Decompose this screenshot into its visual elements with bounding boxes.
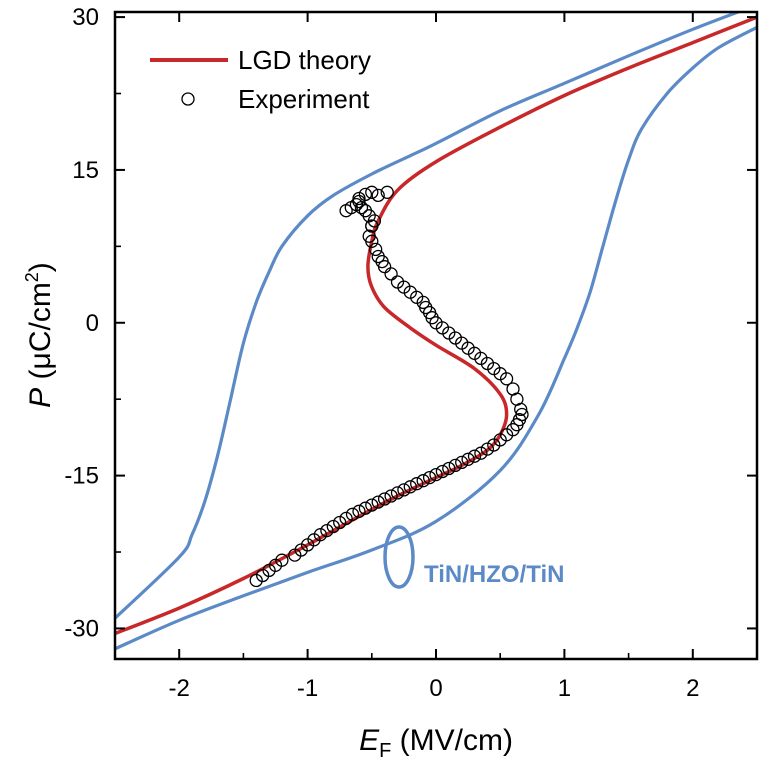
y-tick-label: -15 bbox=[64, 463, 99, 490]
experiment-point bbox=[390, 275, 405, 289]
experiment-point bbox=[358, 204, 373, 218]
y-axis-title: P (μC/cm2) bbox=[22, 262, 57, 408]
x-axis-title: EF (MV/cm) bbox=[359, 724, 513, 762]
hysteresis-upper-branch bbox=[115, 12, 743, 620]
experiment-markers bbox=[249, 185, 529, 588]
x-tick-label: -1 bbox=[297, 675, 318, 702]
experiment-point bbox=[435, 464, 450, 479]
experiment-point bbox=[403, 480, 417, 494]
experiment-point bbox=[369, 242, 383, 257]
experiment-point bbox=[467, 449, 482, 463]
experiment-point bbox=[352, 194, 366, 209]
experiment-point bbox=[371, 495, 385, 509]
experiment-point bbox=[326, 519, 340, 534]
experiment-point bbox=[362, 229, 376, 243]
legend-label-experiment: Experiment bbox=[238, 84, 370, 114]
experiment-point bbox=[358, 501, 373, 515]
y-tick-label: 0 bbox=[86, 310, 99, 337]
x-tick-label: -2 bbox=[169, 675, 190, 702]
legend-swatch-experiment bbox=[181, 92, 195, 106]
experiment-point bbox=[352, 504, 366, 518]
x-tick-label: 2 bbox=[686, 675, 699, 702]
annotation-label: TiN/HZO/TiN bbox=[424, 561, 564, 588]
axis-ticks bbox=[114, 12, 758, 659]
y-tick-label: 30 bbox=[72, 4, 99, 31]
experiment-point bbox=[384, 267, 398, 281]
experiment-point bbox=[461, 452, 475, 466]
x-tick-label: 1 bbox=[558, 675, 571, 702]
experiment-point bbox=[480, 442, 495, 456]
experiment-point bbox=[455, 455, 469, 470]
annotation: TiN/HZO/TiN bbox=[383, 525, 564, 589]
experiment-point bbox=[397, 483, 411, 497]
experiment-point bbox=[515, 407, 529, 422]
experiment-point bbox=[333, 515, 347, 530]
experiment-point bbox=[390, 486, 405, 500]
experiment-point bbox=[380, 185, 394, 199]
experiment-point bbox=[410, 477, 424, 491]
experiment-point bbox=[275, 553, 289, 567]
experiment-point bbox=[371, 249, 385, 264]
experiment-point bbox=[377, 492, 392, 506]
experiment-point bbox=[429, 467, 443, 482]
experiment-point bbox=[365, 498, 379, 512]
experiment-point bbox=[448, 458, 462, 473]
experiment-point bbox=[339, 204, 353, 218]
plot-curves bbox=[115, 12, 757, 651]
y-tick-label: -30 bbox=[64, 615, 99, 642]
experiment-point bbox=[320, 523, 334, 538]
experiment-point bbox=[365, 185, 379, 199]
experiment-point bbox=[352, 191, 366, 206]
x-tick-label: 0 bbox=[429, 675, 442, 702]
experiment-point bbox=[506, 382, 520, 396]
legend: LGD theory Experiment bbox=[150, 45, 371, 114]
experiment-point bbox=[422, 470, 437, 485]
experiment-point bbox=[384, 489, 398, 503]
experiment-point bbox=[442, 461, 456, 476]
experiment-point bbox=[474, 446, 488, 460]
experiment-point bbox=[365, 219, 379, 233]
annotation-ellipse bbox=[383, 525, 415, 589]
theory-curve bbox=[115, 15, 757, 636]
hysteresis-lower-branch bbox=[115, 25, 757, 651]
legend-label-theory: LGD theory bbox=[238, 45, 371, 75]
y-tick-label: 15 bbox=[72, 157, 99, 184]
experiment-point bbox=[345, 507, 360, 521]
experiment-point bbox=[339, 511, 353, 526]
axis-tick-labels: -2 -1 0 1 2 -30 -15 0 15 30 bbox=[64, 4, 699, 702]
experiment-point bbox=[416, 474, 430, 488]
experiment-point bbox=[371, 188, 385, 203]
experiment-point bbox=[313, 528, 328, 542]
